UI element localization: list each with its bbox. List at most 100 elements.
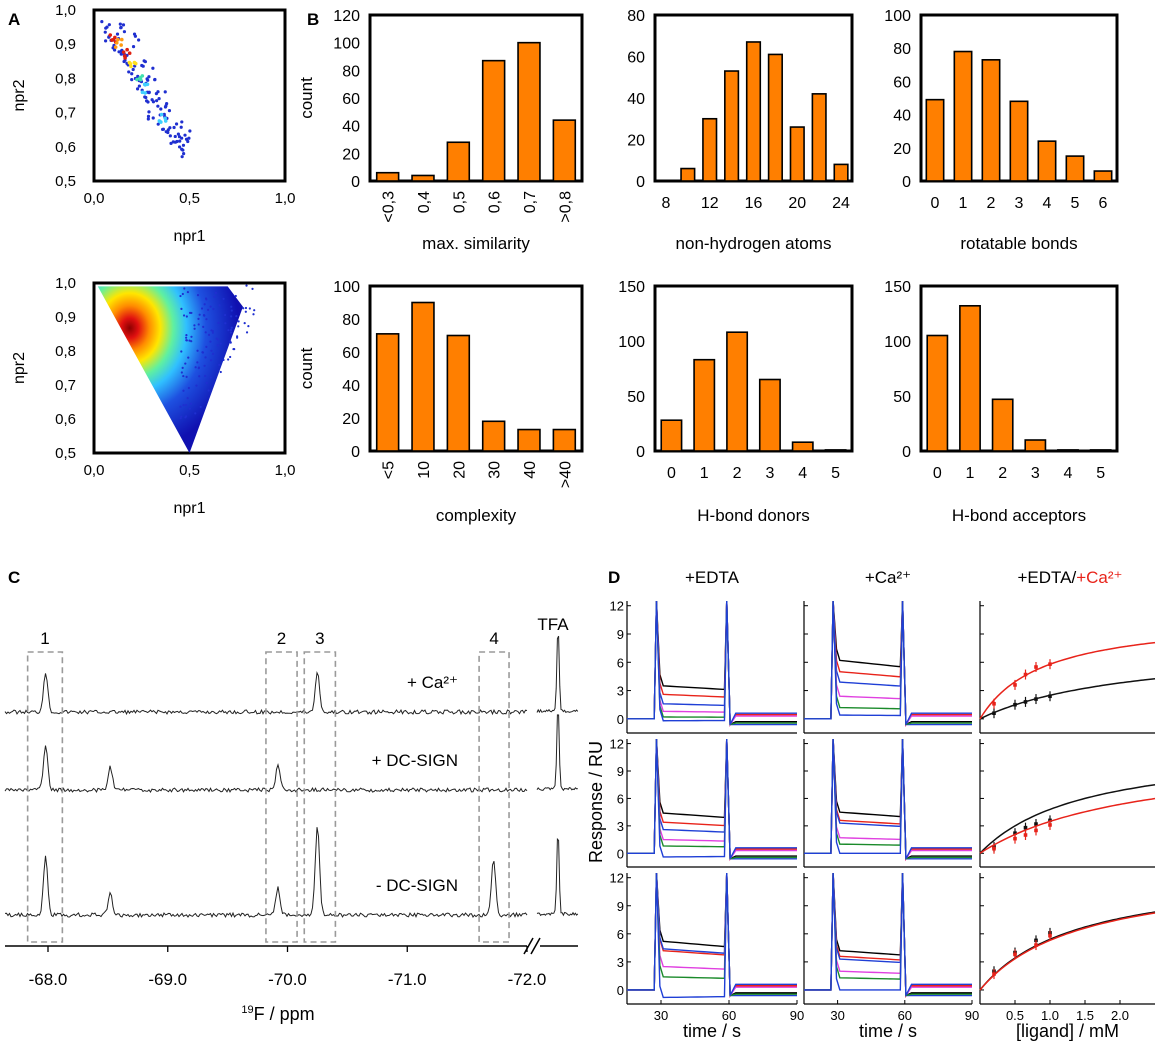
- sensorgram-trace: [804, 600, 972, 726]
- y-tick-label: 0,6: [55, 139, 76, 156]
- y-tick-label: 80: [342, 63, 360, 80]
- scatter-point: [199, 405, 202, 409]
- peak-box: [265, 651, 298, 943]
- column-title: +EDTA/+Ca²⁺: [1017, 568, 1122, 587]
- y-tick-label: 50: [893, 389, 911, 406]
- sensorgram-trace: [627, 600, 797, 726]
- bar: [833, 163, 849, 182]
- bar: [789, 126, 805, 182]
- sensorgram-trace: [804, 872, 972, 998]
- scatter-point: [119, 43, 123, 47]
- y-tick-label: 20: [893, 141, 911, 158]
- scatter-point: [186, 397, 189, 400]
- sensorgram-trace: [804, 600, 972, 725]
- panel-label-D: D: [608, 568, 620, 587]
- x-tick-label: 90: [790, 1008, 804, 1023]
- scatter-point: [163, 116, 167, 121]
- scatter-point: [197, 317, 200, 320]
- sensorgram-trace: [627, 872, 797, 997]
- y-tick-label: 9: [617, 899, 624, 914]
- y-tick-label: 0: [636, 444, 645, 461]
- scatter-point: [184, 404, 188, 407]
- bar: [953, 50, 973, 182]
- scatter-point: [227, 329, 230, 332]
- y-tick-label: 40: [342, 119, 360, 136]
- panel-label-A: A: [8, 10, 20, 29]
- scatter-point: [166, 128, 170, 132]
- sensorgram-trace: [627, 738, 797, 860]
- x-tick-label: 6: [1099, 195, 1108, 212]
- scatter-point: [146, 114, 151, 118]
- title-part: +EDTA/: [1017, 568, 1076, 587]
- sensorgram-trace: [804, 600, 972, 726]
- sensorgram-trace: [627, 738, 797, 862]
- scatter-point: [190, 311, 193, 315]
- x-tick-label: 1,0: [275, 462, 296, 479]
- scatter-point: [143, 95, 147, 99]
- sensorgram-trace: [627, 738, 797, 860]
- scatter-point: [107, 23, 111, 27]
- tfa-label: TFA: [537, 615, 569, 634]
- x-tick-label: -69.0: [148, 970, 187, 989]
- x-tick-label: 1: [966, 465, 975, 482]
- scatter-point: [204, 331, 207, 334]
- plot-frame: [368, 284, 584, 453]
- sensorgram-trace: [627, 872, 797, 999]
- scatter-point: [201, 351, 204, 354]
- scatter-point: [205, 298, 208, 301]
- sensorgram-trace: [804, 872, 972, 997]
- scatter-point: [153, 77, 157, 82]
- y-tick-label: 40: [342, 378, 360, 395]
- scatter-point: [190, 335, 193, 338]
- scatter-point: [209, 305, 212, 308]
- scatter-point: [209, 340, 212, 343]
- scatter-point: [224, 322, 227, 325]
- bar: [693, 358, 716, 452]
- y-tick-label: 0: [617, 846, 624, 861]
- scatter-point: [184, 362, 187, 365]
- scatter-point: [218, 304, 221, 307]
- scatter-point: [103, 30, 107, 34]
- scatter-point: [203, 303, 206, 306]
- sensorgram-trace: [804, 872, 972, 997]
- scatter-point: [113, 45, 118, 49]
- scatter-point: [190, 340, 193, 343]
- column-title: +Ca²⁺: [865, 568, 911, 587]
- sensorgram-trace: [804, 738, 972, 861]
- bar: [1057, 449, 1079, 452]
- tfa-peak-trace: [536, 837, 579, 917]
- x-tick-label: 90: [965, 1008, 979, 1023]
- y-tick-label: 3: [617, 819, 624, 834]
- scatter-point: [214, 291, 217, 294]
- binding-curve: [979, 783, 1156, 854]
- scatter-point: [184, 416, 187, 419]
- x-tick-label: 5: [1096, 465, 1105, 482]
- y-tick-label: 80: [627, 8, 645, 25]
- binding-curve: [979, 911, 1156, 991]
- scatter-point: [162, 112, 166, 116]
- scatter-point: [165, 102, 169, 106]
- bar: [981, 59, 1001, 182]
- scatter-point: [243, 322, 246, 325]
- scatter-point: [178, 139, 182, 143]
- scatter-point: [219, 370, 222, 374]
- sensorgram-trace: [627, 872, 797, 998]
- scatter-point: [166, 130, 170, 135]
- scatter-point: [247, 325, 250, 328]
- y-tick-label: 0: [351, 174, 360, 191]
- y-tick-label: 100: [333, 36, 360, 53]
- y-axis-label: Response / RU: [586, 741, 606, 863]
- scatter-point: [196, 361, 199, 364]
- x-tick-label: 2.0: [1111, 1008, 1129, 1023]
- scatter-point: [127, 60, 132, 65]
- scatter-point: [202, 325, 205, 329]
- scatter-point: [113, 35, 117, 40]
- scatter-point: [212, 307, 215, 311]
- scatter-point: [196, 294, 200, 297]
- scatter-point: [200, 307, 204, 310]
- scatter-point: [123, 56, 127, 60]
- y-tick-label: 0,6: [55, 411, 76, 428]
- scatter-point: [180, 350, 183, 353]
- scatter-point: [185, 339, 188, 342]
- scatter-point: [179, 405, 182, 408]
